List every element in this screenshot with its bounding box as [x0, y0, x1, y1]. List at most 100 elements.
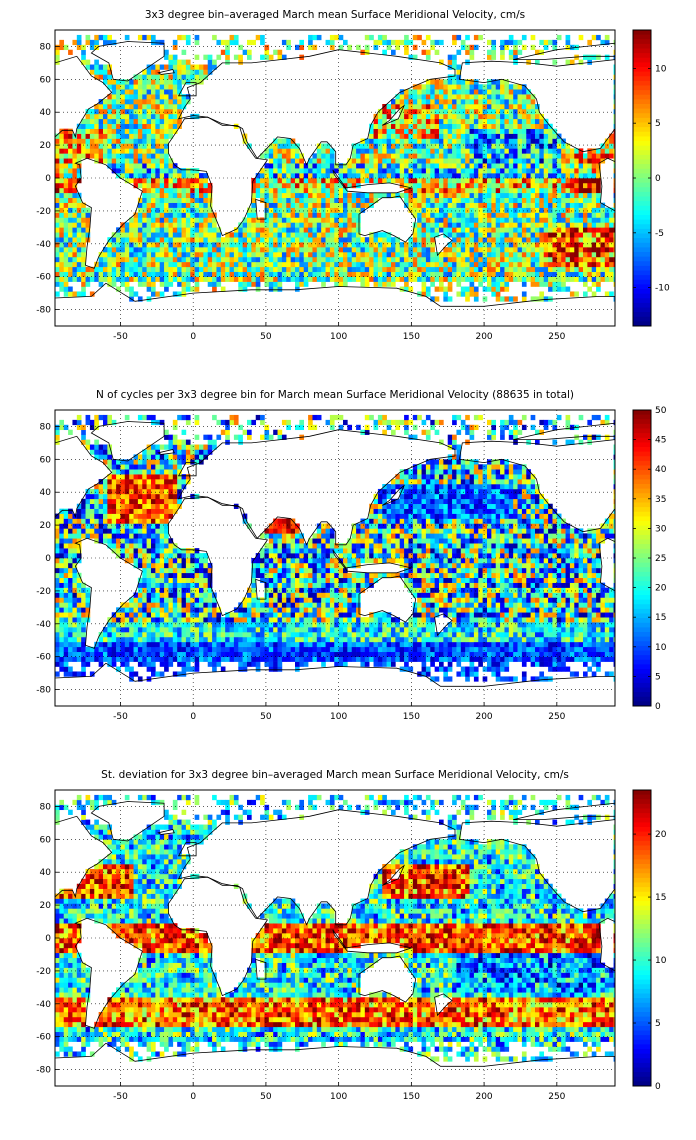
heatmap-cell [591, 291, 597, 297]
heatmap-cell [255, 217, 261, 223]
heatmap-cell [55, 222, 60, 228]
heatmap-cell [491, 222, 497, 228]
heatmap-cell [55, 44, 60, 51]
heatmap-cell [120, 641, 126, 648]
heatmap-cell [251, 247, 257, 253]
heatmap-cell [133, 158, 139, 164]
heatmap-cell [443, 296, 449, 302]
heatmap-cell [281, 197, 287, 203]
heatmap-cell [229, 271, 235, 277]
heatmap-cell [203, 276, 209, 282]
heatmap-cell [364, 148, 370, 154]
heatmap-cell [190, 276, 195, 282]
heatmap-cell [129, 237, 134, 243]
heatmap-cell [539, 212, 545, 218]
heatmap-cell [216, 281, 222, 287]
heatmap-cell [181, 59, 187, 65]
heatmap-cell [164, 271, 169, 277]
heatmap-cell [325, 217, 331, 223]
heatmap-cell [181, 64, 187, 70]
heatmap-cell [561, 276, 566, 282]
heatmap-cell [63, 212, 69, 218]
heatmap-cell [408, 252, 414, 258]
heatmap-cell [338, 197, 344, 203]
heatmap-cell [94, 128, 99, 134]
heatmap-cell [59, 592, 65, 598]
heatmap-cell [487, 108, 492, 115]
heatmap-cell [408, 261, 414, 268]
heatmap-cell [373, 148, 379, 154]
heatmap-cell [343, 207, 348, 213]
heatmap-cell [465, 217, 470, 223]
colorbar-swatch [633, 228, 651, 234]
heatmap-cell [63, 607, 69, 613]
heatmap-cell [290, 197, 296, 203]
heatmap-cell [212, 232, 217, 238]
heatmap-cell [68, 173, 73, 179]
heatmap-cell [129, 286, 134, 292]
heatmap-cell [513, 128, 518, 134]
heatmap-cell [124, 503, 130, 509]
heatmap-cell [591, 256, 597, 263]
heatmap-cell [81, 646, 86, 653]
heatmap-cell [508, 99, 514, 105]
heatmap-cell [373, 123, 379, 129]
heatmap-cell [76, 538, 82, 544]
heatmap-cell [386, 266, 392, 273]
heatmap-cell [356, 44, 361, 51]
heatmap-cell [164, 178, 169, 184]
heatmap-cell [609, 133, 614, 139]
heatmap-cell [133, 138, 139, 144]
heatmap-cell [316, 207, 322, 213]
heatmap-cell [609, 237, 614, 243]
heatmap-cell [185, 286, 191, 292]
heatmap-cell [68, 192, 73, 199]
heatmap-cell [517, 163, 523, 169]
heatmap-cell [63, 518, 69, 524]
heatmap-cell [587, 232, 593, 238]
heatmap-cell [203, 237, 209, 243]
heatmap-cell [277, 158, 283, 164]
heatmap-cell [181, 281, 187, 287]
heatmap-cell [504, 182, 510, 189]
heatmap-cell [137, 212, 143, 218]
heatmap-cell [382, 34, 387, 41]
heatmap-cell [325, 242, 331, 248]
heatmap-cell [177, 187, 182, 194]
heatmap-cell [377, 266, 383, 273]
heatmap-cell [129, 646, 134, 653]
heatmap-cell [613, 133, 616, 139]
heatmap-cell [482, 197, 488, 203]
heatmap-cell [604, 237, 610, 243]
heatmap-cell [391, 118, 396, 125]
heatmap-cell [495, 148, 501, 154]
heatmap-cell [103, 488, 108, 495]
heatmap-cell [107, 464, 113, 470]
colorbar-swatch [633, 279, 651, 285]
heatmap-cell [495, 173, 501, 179]
heatmap-cell [146, 64, 152, 70]
heatmap-cell [495, 79, 501, 85]
heatmap-cell [98, 148, 104, 154]
heatmap-cell [343, 217, 348, 223]
heatmap-cell [508, 163, 514, 169]
heatmap-cell [347, 261, 353, 268]
heatmap-cell [469, 247, 475, 253]
heatmap-cell [76, 651, 82, 657]
heatmap-cell [399, 173, 405, 179]
heatmap-cell [177, 261, 182, 268]
heatmap-cell [233, 237, 239, 243]
heatmap-cell [273, 173, 278, 179]
heatmap-cell [295, 266, 300, 273]
heatmap-cell [478, 217, 483, 223]
heatmap-cell [268, 197, 274, 203]
heatmap-cell [111, 148, 117, 154]
heatmap-cell [85, 138, 91, 144]
heatmap-cell [164, 192, 169, 199]
colorbar-swatch [633, 173, 651, 179]
heatmap-cell [76, 271, 82, 277]
heatmap-cell [120, 247, 126, 253]
heatmap-cell [338, 261, 344, 268]
heatmap-cell [295, 158, 300, 164]
heatmap-cell [552, 138, 558, 144]
